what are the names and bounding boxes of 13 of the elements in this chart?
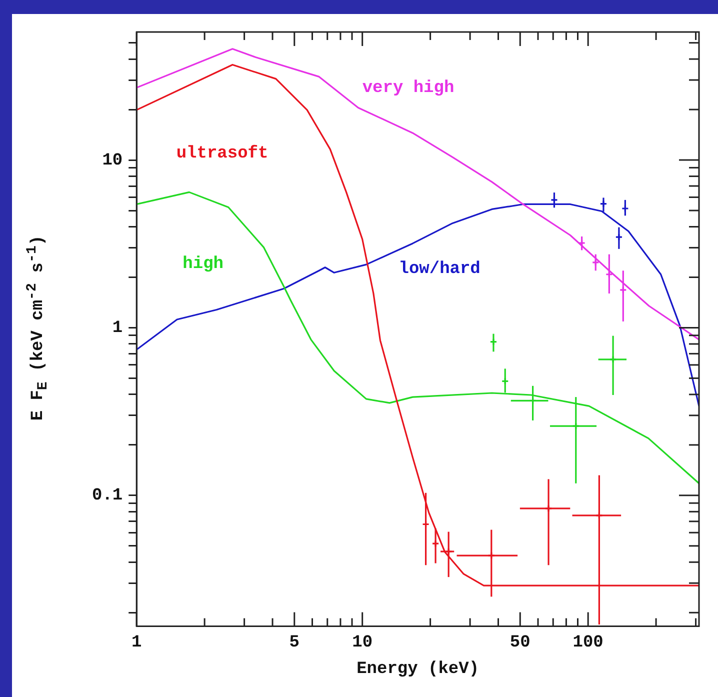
x-tick-label: 10 <box>352 634 373 653</box>
x-tick-label: 50 <box>510 634 530 653</box>
y-tick-label: 0.1 <box>92 486 123 506</box>
series-label: very high <box>362 78 454 98</box>
series-label: low/hard <box>398 260 480 279</box>
y-tick-label: 1 <box>112 319 123 338</box>
y-tick-label: 10 <box>102 151 123 170</box>
text: high <box>182 255 224 274</box>
x-tick-label: 1 <box>132 634 142 653</box>
x-tick-label: 100 <box>572 634 604 653</box>
x-axis-title: Energy (keV) <box>356 660 480 680</box>
x-tick-label: 5 <box>289 634 300 653</box>
text: ultrasoft <box>176 144 268 164</box>
